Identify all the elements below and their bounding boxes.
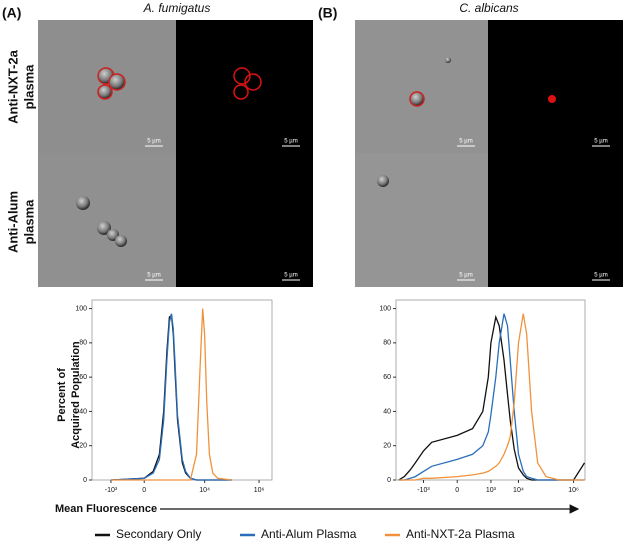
plot-frame xyxy=(395,299,586,481)
series-line xyxy=(111,308,232,481)
scale-bar-label: 5 µm xyxy=(147,273,160,279)
image xyxy=(176,153,313,287)
panel-title: C. albicans xyxy=(459,1,518,15)
y-tick-label: 100 xyxy=(379,305,391,312)
series-line xyxy=(398,313,585,481)
image xyxy=(355,153,488,287)
y-tick-label: 60 xyxy=(383,374,391,381)
micrographs xyxy=(38,20,623,287)
legend-label: Secondary Only xyxy=(116,527,201,541)
series-line xyxy=(398,314,586,481)
series-line xyxy=(110,314,232,481)
scale-bar-label: 5 µm xyxy=(594,273,607,279)
scale-bar-label: 5 µm xyxy=(284,139,297,145)
x-tick-label: 10⁶ xyxy=(254,487,265,494)
y-tick-label: 60 xyxy=(79,374,87,381)
legend-label: Anti-Alum Plasma xyxy=(261,527,357,541)
y-axis-label: Acquired Population xyxy=(70,341,82,449)
scale-bar-label: 5 µm xyxy=(459,273,472,279)
x-tick-label: 0 xyxy=(142,487,146,494)
series-line xyxy=(398,313,585,481)
row-label: plasma xyxy=(21,199,36,245)
y-tick-label: 0 xyxy=(83,477,87,484)
row-label: plasma xyxy=(21,64,36,110)
image xyxy=(355,20,488,153)
x-tick-label: -10³ xyxy=(105,487,118,494)
y-tick-label: 80 xyxy=(79,340,87,347)
panel-label: (B) xyxy=(318,5,337,21)
x-tick-label: 10⁶ xyxy=(568,487,579,494)
image xyxy=(488,20,623,153)
y-tick-label: 20 xyxy=(79,443,87,450)
legend-label: Anti-NXT-2a Plasma xyxy=(406,527,515,541)
image xyxy=(38,153,176,287)
series-line xyxy=(110,313,232,481)
x-tick-label: -10³ xyxy=(417,487,430,494)
y-tick-label: 0 xyxy=(387,477,391,484)
row-label: Anti-Alum xyxy=(5,191,20,253)
scale-bar-label: 5 µm xyxy=(594,139,607,145)
panel-title: A. fumigatus xyxy=(143,1,211,15)
x-tick-label: 0 xyxy=(455,487,459,494)
image xyxy=(488,153,623,287)
x-tick-label: 10⁴ xyxy=(199,487,210,494)
y-tick-label: 40 xyxy=(383,408,391,415)
panel-label: (A) xyxy=(2,5,21,21)
row-label: Anti-NXT-2a xyxy=(5,49,20,123)
y-axis-label: Percent of xyxy=(56,368,68,422)
y-tick-label: 20 xyxy=(383,443,391,450)
scale-bar-label: 5 µm xyxy=(284,273,297,279)
cells xyxy=(76,57,556,247)
x-tick-label: 10⁴ xyxy=(513,487,524,494)
scale-bar-label: 5 µm xyxy=(459,139,472,145)
y-tick-label: 40 xyxy=(79,408,87,415)
y-tick-label: 80 xyxy=(383,340,391,347)
row-labels: Anti-NXT-2a plasma Anti-Alum plasma xyxy=(5,49,36,253)
x-axis-label: Mean Fluorescence xyxy=(55,503,157,515)
scale-bar-label: 5 µm xyxy=(147,139,160,145)
x-tick-label: 10³ xyxy=(486,487,497,494)
y-tick-label: 100 xyxy=(75,305,87,312)
